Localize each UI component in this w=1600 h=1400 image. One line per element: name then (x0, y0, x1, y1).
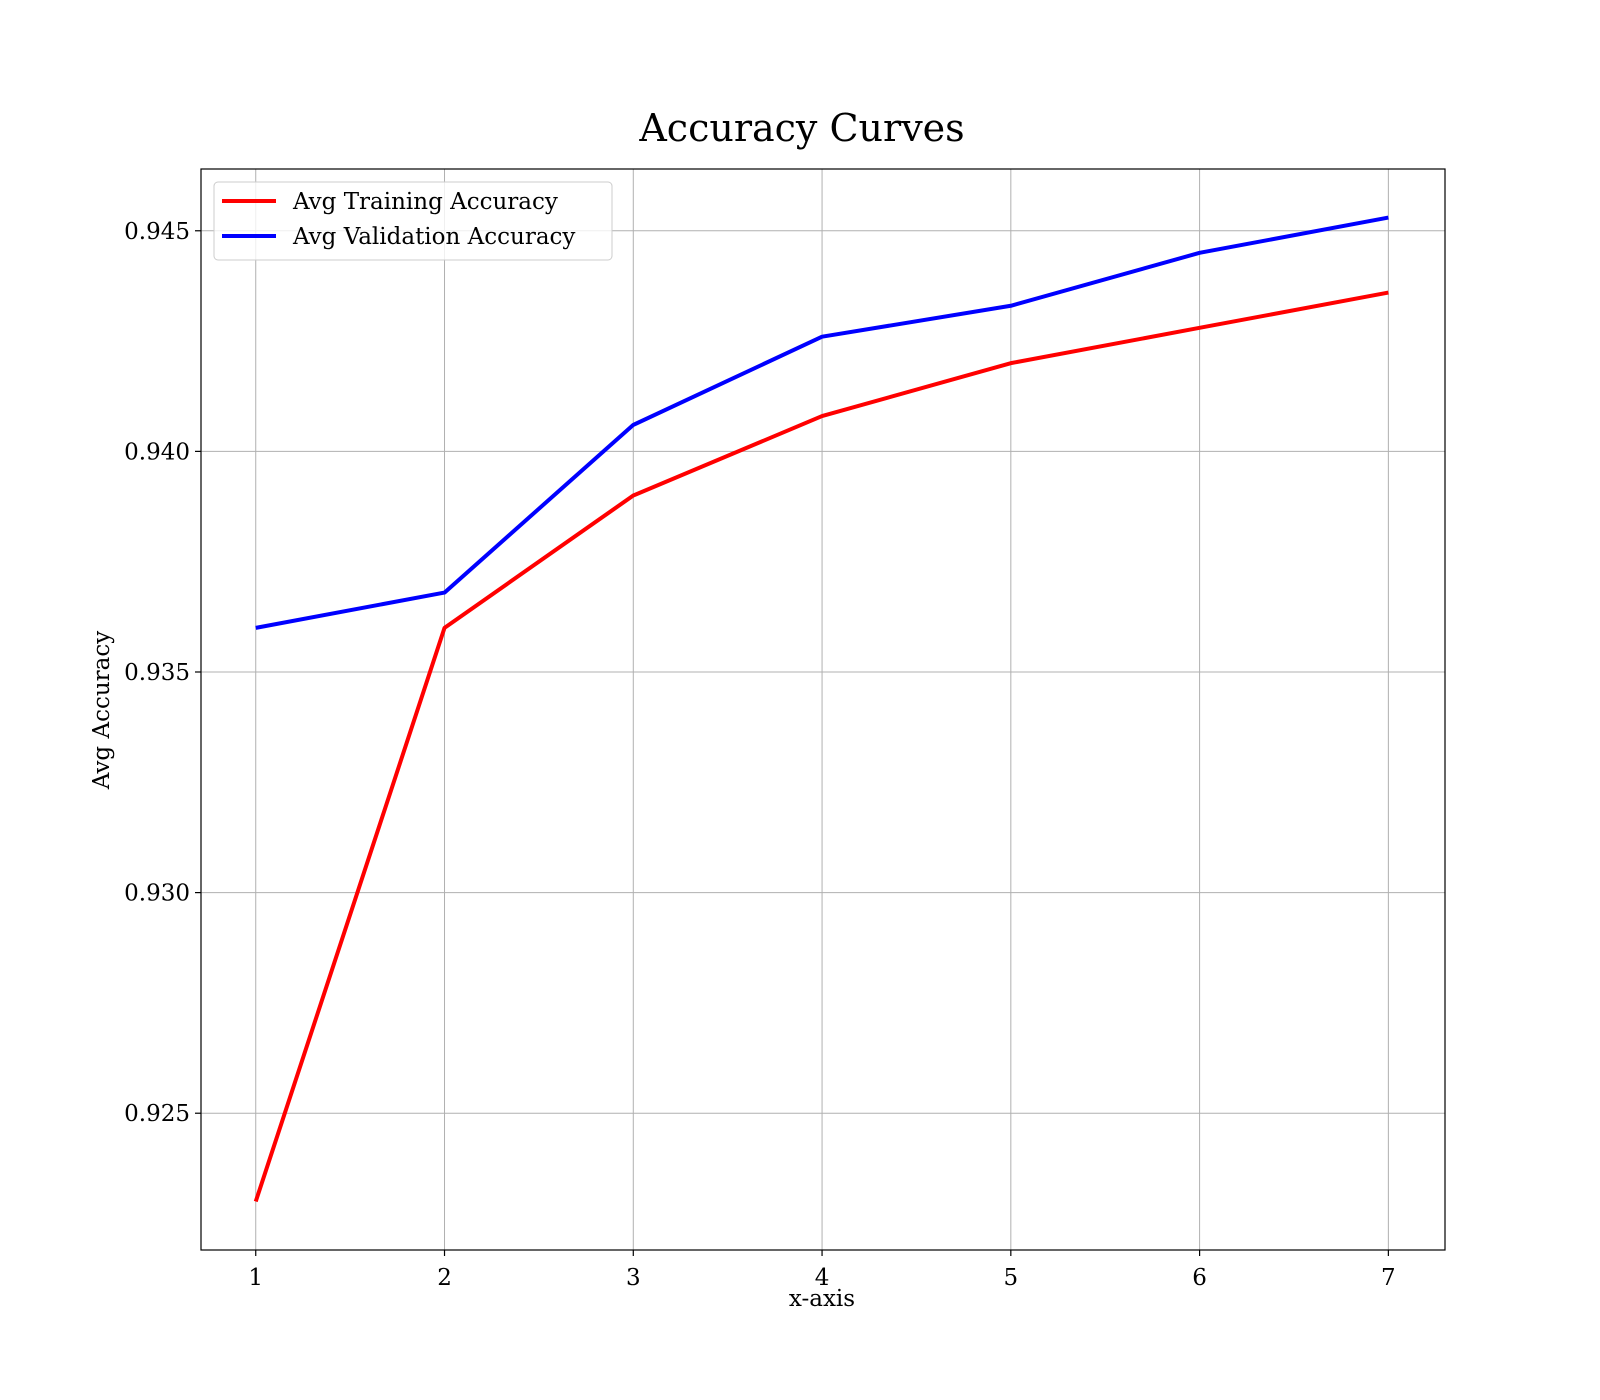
y-tick-label: 0.945 (124, 219, 190, 245)
x-axis-ticks: 1 2 3 4 5 6 7 (248, 1250, 1396, 1291)
legend-label-validation: Avg Validation Accuracy (292, 224, 575, 250)
series-layer (253, 215, 1389, 1203)
x-tick-label: 6 (1192, 1265, 1207, 1291)
y-tick-label: 0.940 (124, 439, 190, 465)
y-tick-label: 0.930 (124, 881, 190, 907)
x-tick-label: 3 (626, 1265, 641, 1291)
legend-label-training: Avg Training Accuracy (292, 189, 558, 215)
plot-frame (200, 168, 1446, 1251)
y-axis-ticks: 0.925 0.930 0.935 0.940 0.945 (124, 219, 201, 1127)
legend-box (213, 181, 613, 261)
series-line-training (253, 290, 1389, 1203)
legend: Avg Training Accuracy Avg Validation Acc… (213, 181, 613, 261)
x-tick-label: 4 (815, 1265, 830, 1291)
chart-title: Accuracy Curves (638, 106, 964, 150)
y-axis-label: Avg Accuracy (89, 631, 115, 790)
x-tick-label: 2 (437, 1265, 452, 1291)
x-tick-label: 5 (1004, 1265, 1019, 1291)
x-axis-label: x-axis (789, 1286, 855, 1312)
grid-lines (201, 169, 1445, 1250)
x-tick-label: 1 (248, 1265, 263, 1291)
y-tick-label: 0.935 (124, 660, 190, 686)
x-tick-label: 7 (1381, 1265, 1396, 1291)
series-line-validation (255, 215, 1389, 630)
y-tick-label: 0.925 (124, 1101, 190, 1127)
